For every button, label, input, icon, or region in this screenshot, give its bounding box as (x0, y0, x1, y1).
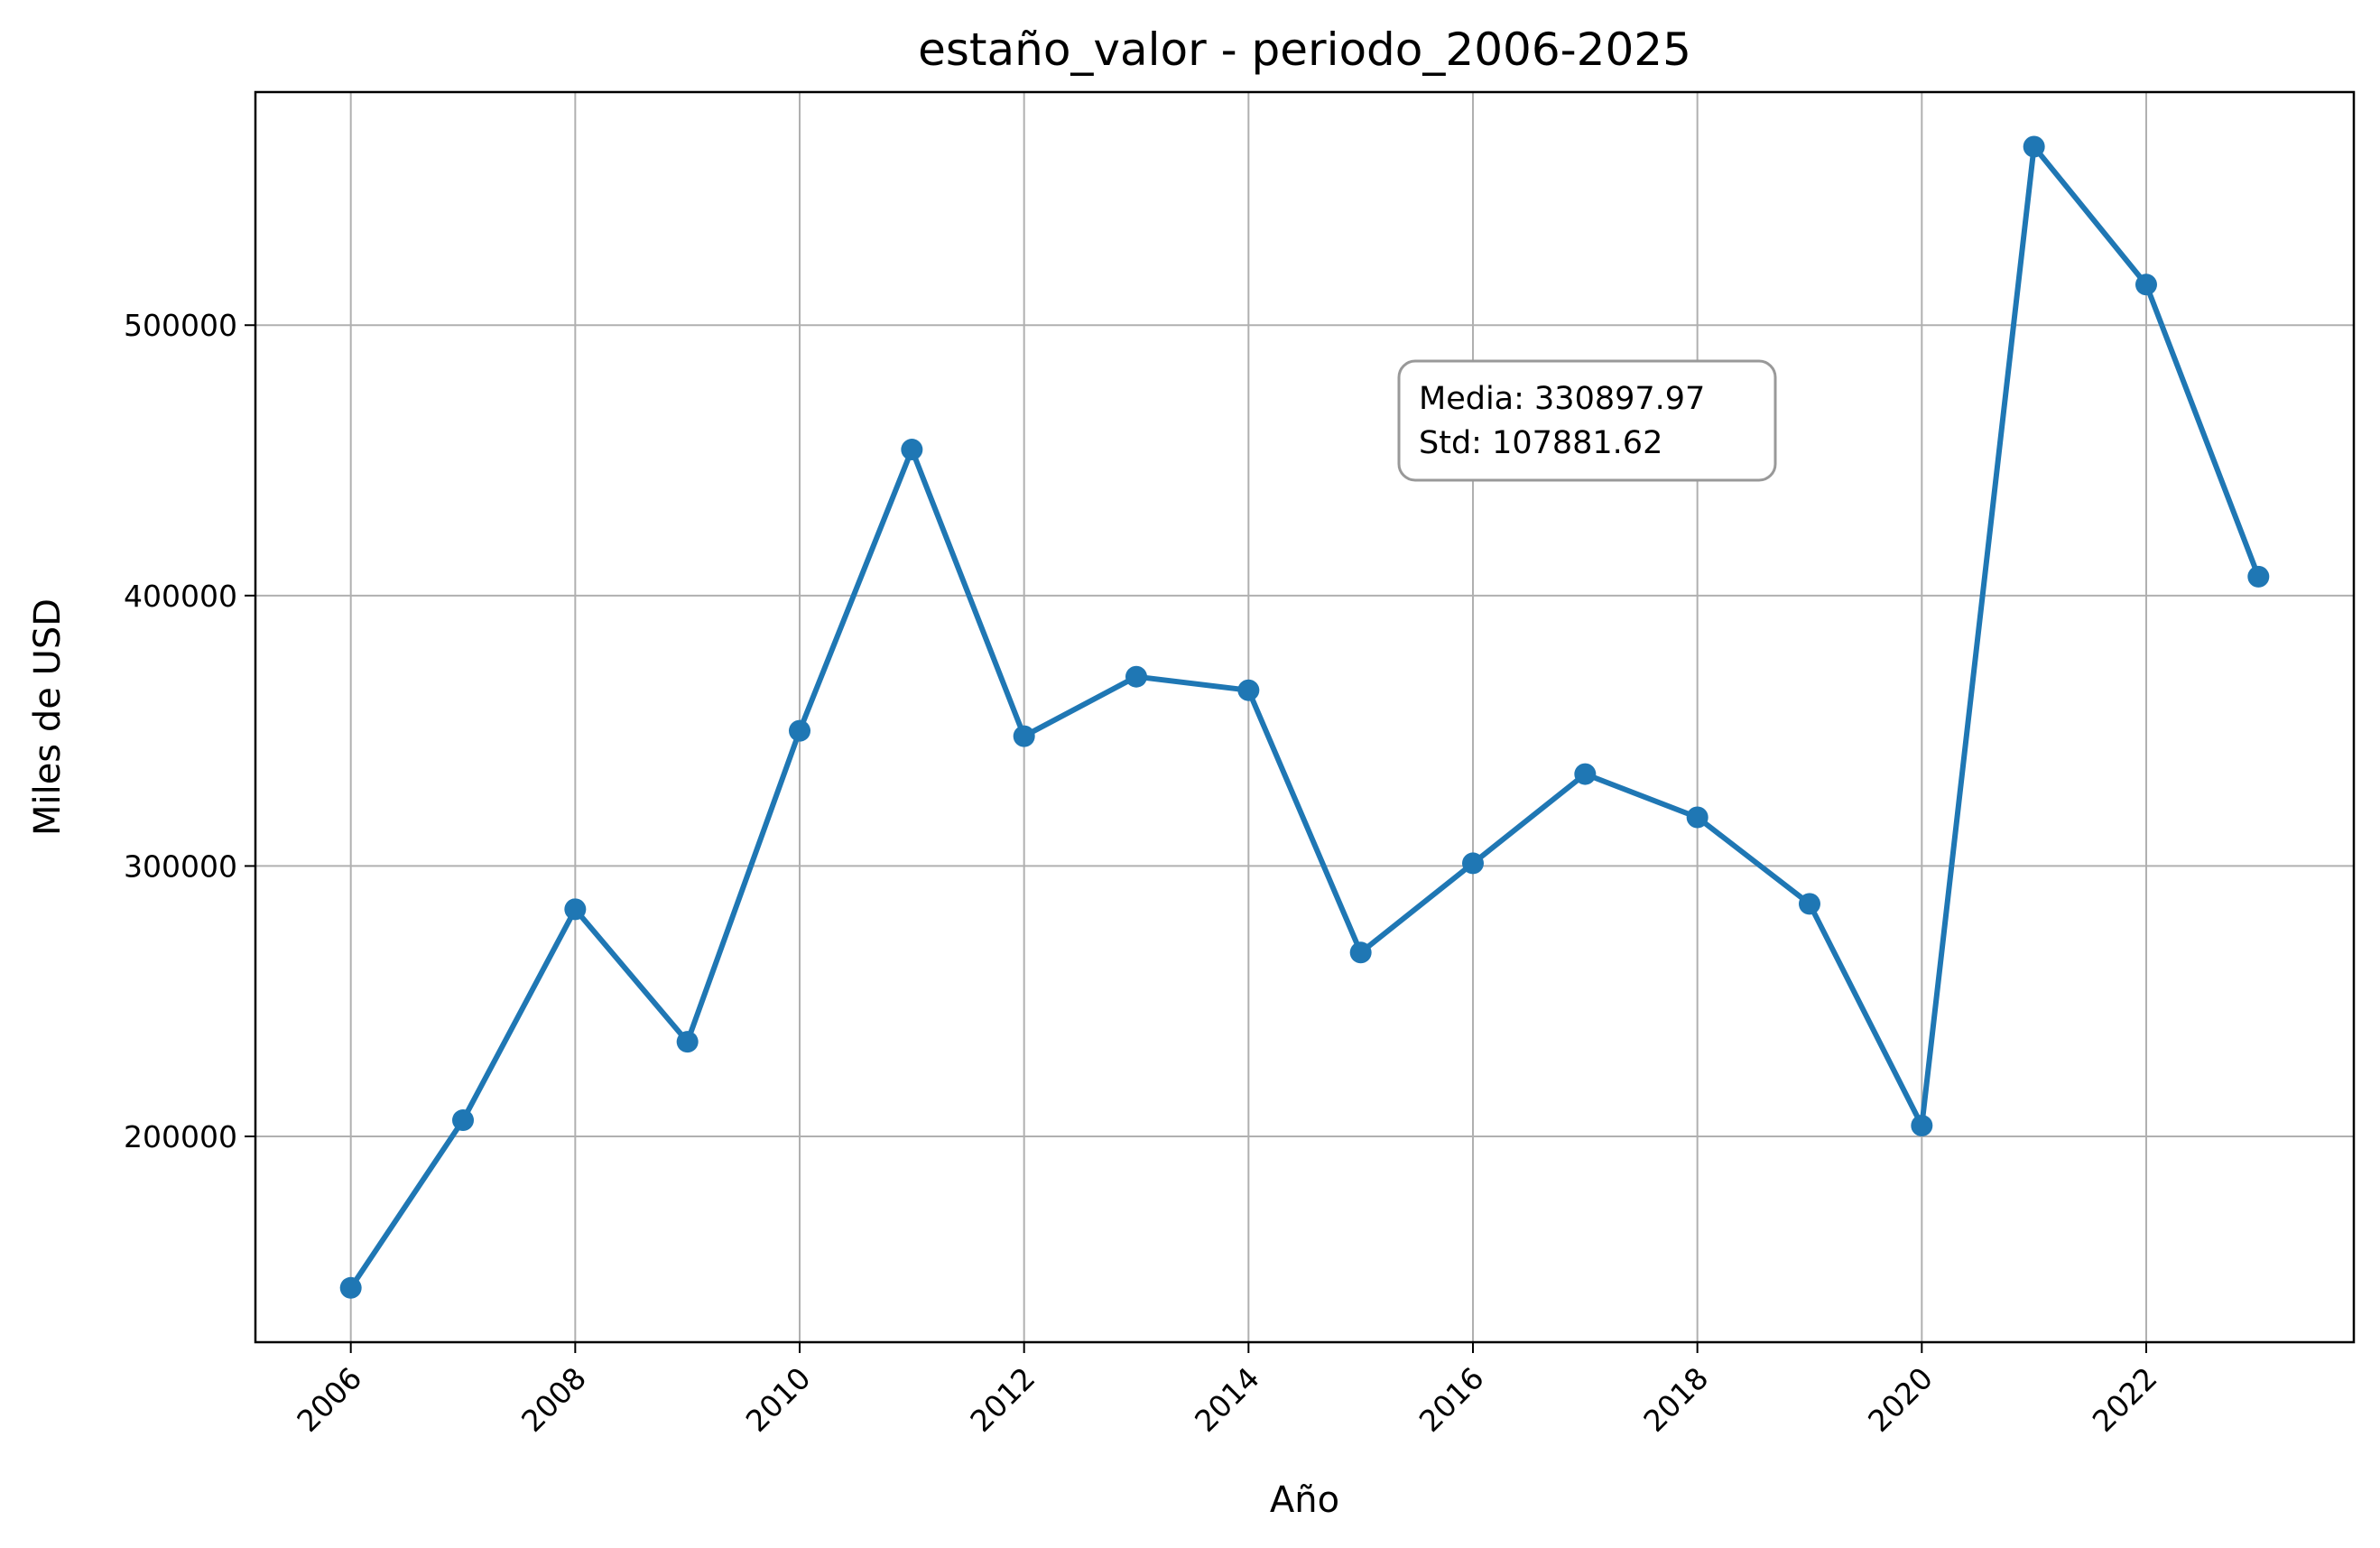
grid-lines (255, 92, 2354, 1342)
data-point (1125, 665, 1148, 688)
annotation-std: Std: 107881.62 (1419, 425, 1662, 461)
series-layer (339, 135, 2270, 1299)
data-point (901, 439, 923, 461)
data-point (1911, 1115, 1933, 1137)
y-tick-label: 500000 (124, 308, 237, 343)
y-axis-label: Miles de USD (27, 598, 69, 836)
data-point (1349, 941, 1372, 964)
data-point (2135, 273, 2157, 296)
series-line (347, 144, 2262, 1291)
data-point (452, 1109, 475, 1132)
y-axis-ticks: 200000 300000 400000 500000 (124, 308, 255, 1154)
y-tick-label: 400000 (124, 579, 237, 614)
y-tick-label: 300000 (124, 848, 237, 884)
data-point (2023, 135, 2045, 158)
data-point (2247, 565, 2270, 588)
data-point (1237, 679, 1260, 701)
data-point (1686, 806, 1709, 829)
data-point (1574, 763, 1597, 785)
data-point (564, 898, 587, 921)
data-point (1798, 893, 1820, 915)
data-point (339, 1276, 362, 1299)
data-point (789, 719, 811, 742)
plot-frame (254, 90, 2356, 1344)
annotation-mean: Media: 330897.97 (1419, 381, 1705, 417)
data-point (1013, 725, 1035, 747)
data-point (676, 1031, 699, 1053)
data-point (1461, 852, 1484, 875)
x-axis-label: Año (1270, 1479, 1339, 1521)
chart-title: estaño_valor - periodo_2006-2025 (918, 23, 1691, 76)
annotation-box (1397, 359, 1777, 482)
stats-annotation: Media: 330897.97 Std: 107881.62 (1397, 359, 1777, 482)
y-tick-label: 200000 (124, 1119, 237, 1154)
